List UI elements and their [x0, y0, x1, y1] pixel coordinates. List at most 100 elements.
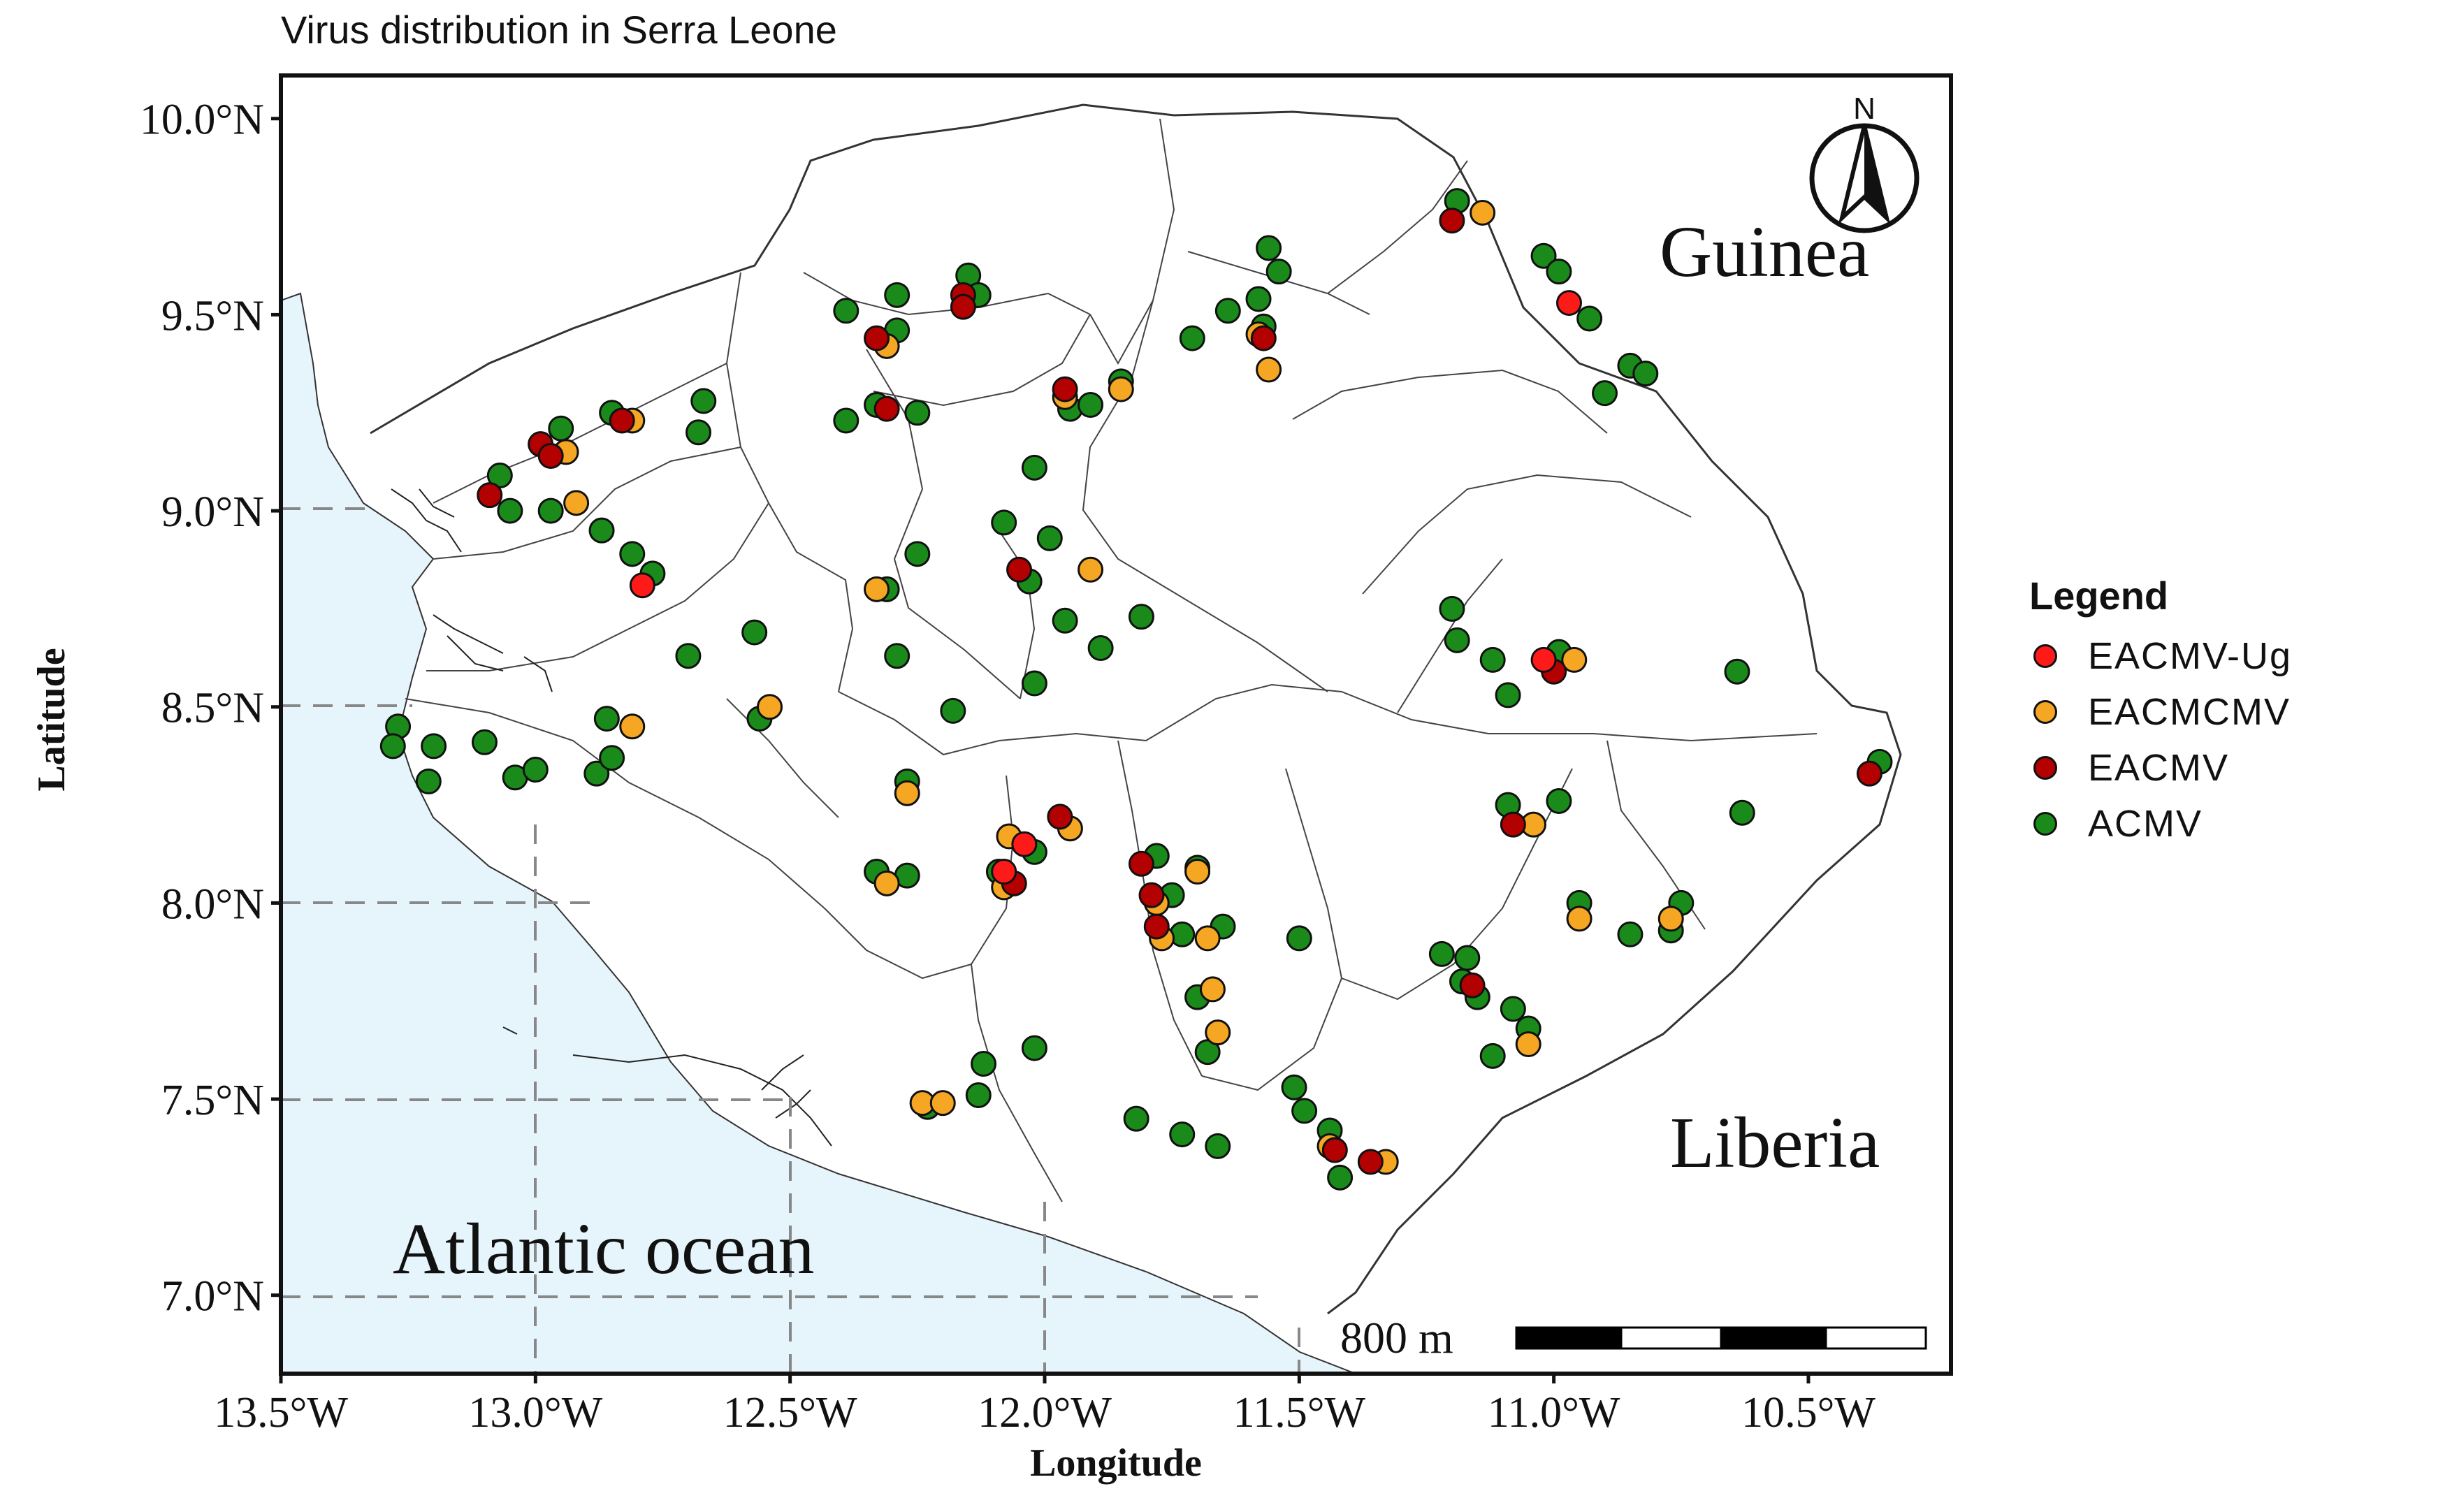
- point-eacmcmv: [1199, 976, 1226, 1003]
- legend-swatch: [2033, 756, 2057, 780]
- point-acmv: [1530, 242, 1557, 269]
- point-acmv: [1291, 1098, 1318, 1124]
- y-axis: 7.0°N 7.5°N 8.0°N 8.5°N 9.0°N 9.5°N 10.0°N: [140, 96, 281, 1321]
- point-acmv: [1021, 1035, 1047, 1061]
- plot-frame: [279, 73, 1953, 1376]
- point-acmv: [1036, 525, 1063, 551]
- legend-swatch: [2033, 700, 2057, 724]
- point-eacmcmv: [1108, 376, 1134, 402]
- legend-item-acmv: ACMV: [2026, 796, 2292, 852]
- point-eacmcmv: [1515, 1031, 1541, 1057]
- point-acmv: [537, 497, 564, 524]
- point-eacmv: [1321, 1137, 1348, 1163]
- point-acmv: [1327, 1164, 1354, 1191]
- north-arrow: N: [1809, 92, 1920, 233]
- point-acmv: [940, 697, 966, 724]
- point-eacmv: [1052, 376, 1078, 402]
- point-acmv: [1444, 627, 1470, 653]
- point-eacmcmv: [1205, 1019, 1231, 1046]
- y-tick-label: 10.0°N: [140, 96, 264, 144]
- point-acmv: [619, 541, 646, 567]
- point-acmv: [685, 419, 711, 446]
- point-acmv: [884, 643, 910, 669]
- y-tick-label: 9.0°N: [161, 488, 264, 536]
- point-eacmv: [864, 325, 890, 351]
- point-eacmcmv: [563, 490, 590, 516]
- legend-label: ACMV: [2088, 803, 2203, 845]
- point-acmv: [971, 1051, 997, 1077]
- point-acmv: [1128, 604, 1154, 630]
- point-acmv: [1179, 325, 1205, 351]
- legend-item-eacmv: EACMV: [2026, 740, 2292, 796]
- x-tick-label: 13.0°W: [468, 1389, 602, 1437]
- point-eacmcmv: [1561, 646, 1588, 673]
- legend-items: EACMV-Ug EACMCMV EACMV ACMV: [2026, 628, 2292, 852]
- point-acmv: [583, 760, 610, 787]
- point-acmv: [588, 517, 615, 544]
- point-acmv: [421, 733, 447, 759]
- x-tick-label: 12.0°W: [978, 1389, 1112, 1437]
- x-axis-title: Longitude: [1030, 1441, 1202, 1485]
- point-acmv: [1479, 1042, 1506, 1069]
- legend-label: EACMV: [2088, 747, 2230, 789]
- point-eacmv: [873, 395, 900, 422]
- points-layer: [379, 188, 1893, 1191]
- point-acmv: [741, 619, 768, 646]
- point-eacmv: [1006, 556, 1033, 583]
- point-eacmcmv: [864, 576, 890, 602]
- point-eacmv: [950, 293, 976, 320]
- point-eacmcmv: [619, 713, 646, 740]
- point-eacmv: [1459, 972, 1486, 998]
- point-acmv: [1428, 940, 1455, 967]
- y-tick-label: 7.5°N: [161, 1077, 264, 1124]
- point-eacmv: [1128, 850, 1154, 877]
- legend-swatch: [2033, 644, 2057, 668]
- point-eacmcmv: [1078, 556, 1104, 583]
- point-acmv: [1087, 635, 1114, 662]
- point-acmv: [1052, 607, 1078, 634]
- point-eacmcmv: [1194, 925, 1221, 952]
- point-acmv: [1078, 392, 1104, 419]
- legend-title: Legend: [2029, 574, 2169, 618]
- point-acmv: [1021, 670, 1047, 697]
- point-acmv: [471, 729, 498, 755]
- x-tick-label: 11.0°W: [1488, 1389, 1620, 1437]
- point-eacmcmv: [894, 780, 920, 806]
- graticule: [281, 507, 1300, 1374]
- map-title: Virus distribution in Serra Leone: [281, 8, 837, 52]
- point-eacmv: [609, 407, 635, 434]
- point-acmv: [593, 706, 620, 732]
- point-eacmv-ug: [629, 572, 655, 599]
- point-acmv: [379, 733, 406, 759]
- point-acmv: [1256, 235, 1282, 261]
- point-acmv: [1245, 286, 1272, 312]
- compass-needle-shade-icon: [1864, 126, 1887, 218]
- point-acmv: [991, 509, 1017, 536]
- y-tick-label: 8.5°N: [161, 685, 264, 732]
- legend-label: EACMCMV: [2088, 691, 2291, 733]
- point-eacmv: [537, 442, 564, 469]
- point-acmv: [965, 1082, 992, 1108]
- point-acmv: [1724, 658, 1750, 685]
- point-acmv: [1617, 921, 1644, 947]
- point-eacmcmv: [1184, 858, 1211, 885]
- point-acmv: [1500, 996, 1526, 1022]
- point-eacmcmv: [1657, 906, 1684, 932]
- point-acmv: [1214, 298, 1241, 324]
- point-eacmv: [1439, 208, 1465, 234]
- point-acmv: [833, 407, 859, 434]
- point-eacmv: [1250, 325, 1277, 351]
- point-acmv: [904, 400, 931, 426]
- liberia-label: Liberia: [1670, 1103, 1880, 1183]
- point-acmv: [1632, 361, 1659, 387]
- x-tick-label: 11.5°W: [1233, 1389, 1366, 1437]
- point-acmv: [1546, 259, 1572, 285]
- point-acmv: [904, 541, 931, 567]
- point-acmv: [833, 298, 859, 324]
- legend: Legend EACMV-Ug EACMCMV EACMV ACMV: [2026, 573, 2292, 852]
- point-eacmv: [1500, 811, 1526, 838]
- point-eacmv: [1047, 804, 1073, 830]
- country-border: [370, 103, 1902, 1315]
- point-eacmv: [1143, 913, 1170, 940]
